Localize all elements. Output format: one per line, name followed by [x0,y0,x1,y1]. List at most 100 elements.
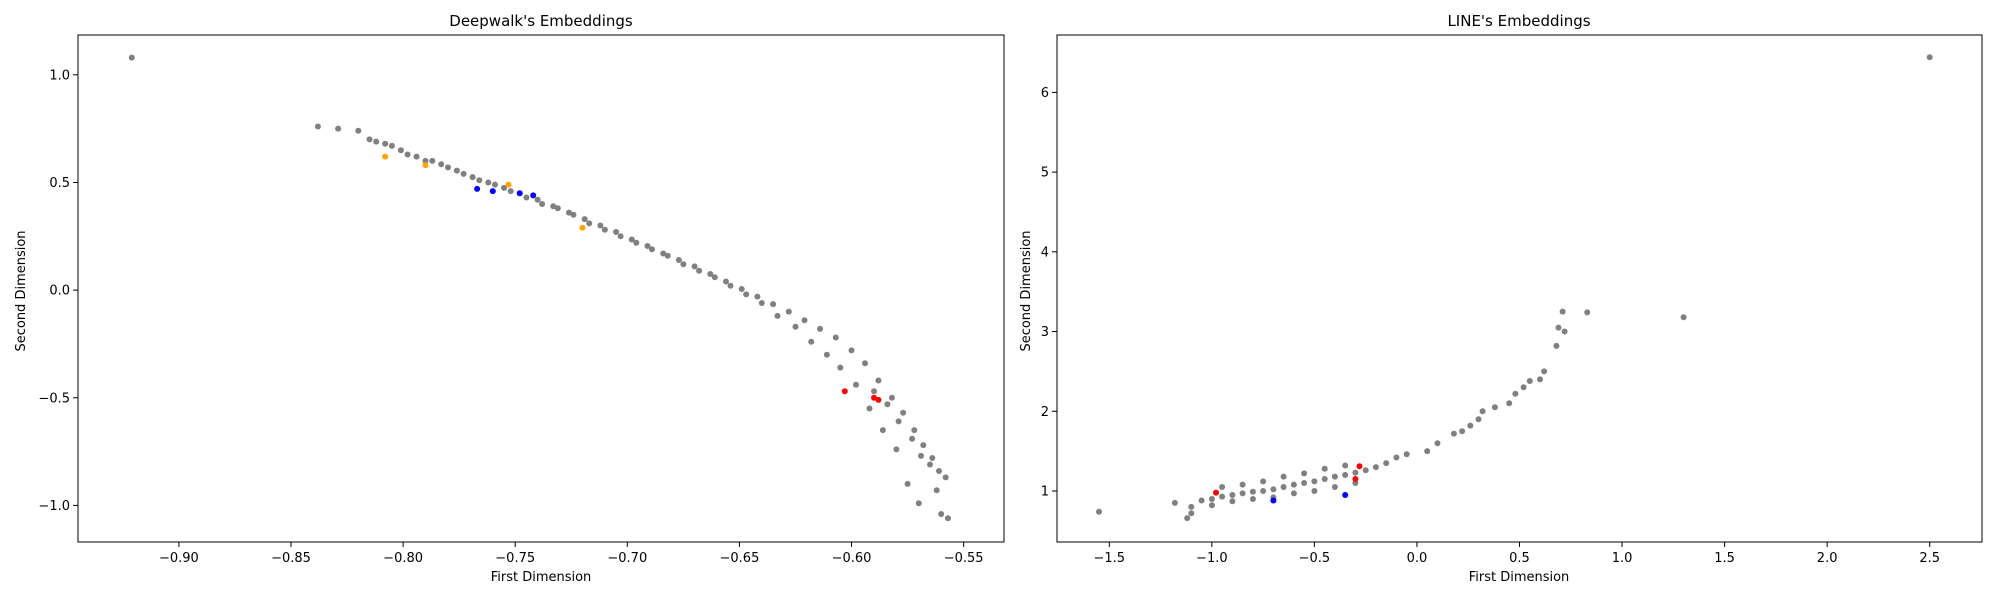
deepwalk-data-point [617,233,624,240]
line-data-point [1342,492,1349,498]
deepwalk-data-point [792,323,799,330]
deepwalk-data-point [613,229,620,235]
deepwalk-data-point [388,142,395,149]
line-data-point [1541,368,1548,375]
line-data-point [1520,384,1527,391]
deepwalk-data-point [550,203,557,210]
line-data-point [1219,484,1226,490]
line-data-point [1311,478,1318,485]
deepwalk-data-point [539,201,546,207]
line-data-point [1331,473,1338,480]
line-data-point [1321,476,1328,482]
deepwalk-data-point [382,140,389,147]
line-data-point [1479,408,1486,415]
deepwalk-xtick-label: −0.55 [944,551,984,566]
deepwalk-data-point [904,480,911,487]
line-ylabel: Second Dimension [1019,230,1034,351]
deepwalk-data-point [438,161,445,168]
deepwalk-data-point [866,405,873,412]
deepwalk-data-point [938,511,945,517]
deepwalk-data-point [895,418,902,425]
line-data-point [1290,481,1297,488]
deepwalk-ytick-label: −0.5 [38,391,70,406]
deepwalk-data-point [817,325,824,332]
line-xtick-label: 0.0 [1407,551,1428,566]
deepwalk-data-point [884,401,891,408]
deepwalk-data-point [489,188,496,195]
deepwalk-data-point [848,347,855,354]
deepwalk-data-point [597,222,604,229]
line-data-point [1208,496,1215,502]
deepwalk-data-point [875,396,882,403]
deepwalk-data-point [453,167,460,174]
deepwalk-data-point [476,177,483,184]
deepwalk-data-point [758,300,765,306]
line-data-point [1467,422,1474,429]
deepwalk-plot-frame [77,34,1005,543]
deepwalk-data-point [422,157,429,164]
deepwalk-xlabel: First Dimension [491,570,592,585]
line-data-point [1260,478,1267,485]
line-xtick-label: −1.5 [1094,551,1126,566]
deepwalk-data-point [723,278,729,285]
deepwalk-data-point [445,164,451,171]
line-plot-frame [1056,34,1983,543]
deepwalk-data-point [853,381,859,388]
deepwalk-data-point [837,364,844,371]
deepwalk-data-point [649,246,655,253]
deepwalk-data-point [875,377,882,384]
deepwalk-data-point [397,147,404,154]
deepwalk-data-point [664,252,671,259]
deepwalk-xtick-label: −0.65 [720,551,760,566]
line-data-point [1475,416,1482,423]
deepwalk-data-point [628,236,635,243]
deepwalk-panel: Deepwalk's Embeddings First Dimension Se… [14,12,1005,585]
line-data-point [1280,484,1287,490]
deepwalk-data-point [929,455,936,461]
deepwalk-data-point [404,151,411,158]
deepwalk-data-point [888,394,895,401]
line-data-point [1362,467,1369,474]
line-data-point [1506,400,1513,407]
line-data-point [1280,473,1287,480]
deepwalk-data-point [422,162,429,169]
deepwalk-data-point [373,138,380,145]
deepwalk-data-point [944,515,951,522]
deepwalk-xtick-label: −0.60 [832,551,872,566]
deepwalk-data-point [727,282,734,289]
deepwalk-data-point [823,351,830,358]
deepwalk-data-point [554,205,561,212]
deepwalk-xtick-label: −0.70 [607,551,647,566]
deepwalk-data-point [707,271,714,277]
deepwalk-data-point [909,435,916,442]
line-data-point [1526,378,1533,384]
deepwalk-data-point [586,220,593,227]
deepwalk-data-point [918,452,924,459]
line-data-point [1512,390,1519,397]
deepwalk-data-point [460,170,467,177]
line-xtick-label: −1.0 [1196,551,1228,566]
line-ytick-label: 2 [1041,405,1049,420]
deepwalk-data-point [492,181,498,188]
line-marks: −1.5 −1.0 −0.5 0.0 0.5 1.0 1.5 2.0 2.5 1 2 3 4 5 6 [1041,54,1940,566]
line-data-point [1188,510,1195,517]
line-data-point [1584,309,1591,316]
deepwalk-data-point [942,474,949,481]
line-data-point [1321,465,1328,472]
deepwalk-data-point [469,174,476,181]
deepwalk-data-point [601,226,608,233]
deepwalk-data-point [523,194,530,201]
line-xtick-label: 2.5 [1919,551,1940,566]
line-ytick-label: 4 [1041,245,1049,260]
line-data-point [1352,469,1359,476]
line-xtick-label: 0.5 [1509,551,1530,566]
line-data-point [1459,428,1466,435]
deepwalk-title: Deepwalk's Embeddings [449,12,633,30]
deepwalk-data-point [534,196,541,203]
deepwalk-data-point [696,267,703,274]
line-panel: LINE's Embeddings First Dimension Second… [1019,12,1983,585]
line-data-point [1555,324,1562,331]
line-data-point [1270,497,1277,504]
line-data-point [1680,314,1687,321]
